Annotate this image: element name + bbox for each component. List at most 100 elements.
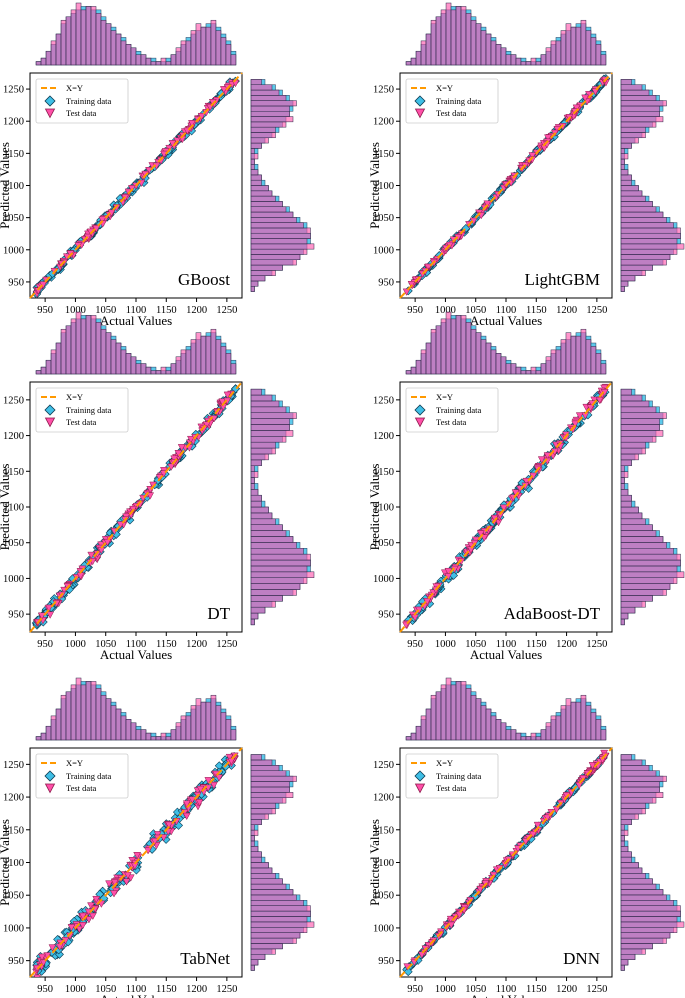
right-hist-test-bar xyxy=(250,829,259,836)
top-hist-test-bar xyxy=(430,694,437,741)
right-hist-test-bar xyxy=(620,959,629,966)
top-hist-test-bar xyxy=(470,328,477,375)
top-hist-test-bar xyxy=(165,370,172,375)
top-hist-test-bar xyxy=(560,339,567,375)
top-hist-test-bar xyxy=(540,363,547,375)
top-hist-test-bar xyxy=(210,694,217,741)
model-title: AdaBoost-DT xyxy=(504,604,601,623)
top-hist-test-bar xyxy=(130,47,137,66)
right-hist-test-bar xyxy=(620,754,632,761)
top-hist-test-bar xyxy=(460,6,467,66)
top-hist-test-bar xyxy=(425,342,432,375)
top-hist-test-bar xyxy=(80,9,87,66)
top-hist-test-bar xyxy=(470,694,477,741)
top-hist-test-bar xyxy=(95,13,102,66)
x-tick-label: 1000 xyxy=(435,639,456,650)
top-hist-test-bar xyxy=(445,311,452,375)
top-hist-test-bar xyxy=(145,732,152,741)
top-hist-test-bar xyxy=(100,694,107,741)
right-hist-test-bar xyxy=(250,813,269,820)
right-hist-test-bar xyxy=(250,211,294,218)
x-tick-label: 1150 xyxy=(526,305,547,316)
right-hist-test-bar xyxy=(620,506,639,514)
right-hist-test-bar xyxy=(250,835,255,842)
right-hist-test-bar xyxy=(250,851,262,858)
top-hist-test-bar xyxy=(85,6,92,66)
right-hist-test-bar xyxy=(620,759,643,766)
test-point xyxy=(33,974,42,977)
top-hist-test-bar xyxy=(220,37,227,66)
top-hist-test-bar xyxy=(490,349,497,375)
x-tick-label: 1250 xyxy=(216,984,237,995)
top-hist-test-bar xyxy=(185,349,192,375)
y-tick-label: 1200 xyxy=(3,793,24,804)
legend-label-xy: X=Y xyxy=(436,83,453,93)
top-hist-test-bar xyxy=(165,61,172,66)
right-hist-test-bar xyxy=(250,494,262,502)
test-point xyxy=(575,412,584,420)
right-hist-test-bar xyxy=(620,775,667,782)
right-hist-test-bar xyxy=(250,612,259,620)
right-hist-test-bar xyxy=(620,195,646,202)
right-hist-test-bar xyxy=(620,164,625,170)
right-hist-test-bar xyxy=(250,916,308,923)
right-hist-test-bar xyxy=(250,190,273,197)
right-hist-test-bar xyxy=(250,548,304,555)
right-hist-test-bar xyxy=(620,900,674,906)
right-hist-test-bar xyxy=(250,770,287,777)
top-hist-test-bar xyxy=(460,315,467,375)
top-hist-test-bar xyxy=(520,61,527,66)
right-hist-test-bar xyxy=(620,840,625,847)
top-hist-test-bar xyxy=(435,691,442,741)
top-hist-test-bar xyxy=(165,736,172,741)
top-hist-test-bar xyxy=(485,33,492,66)
y-tick-label: 1050 xyxy=(3,213,24,224)
right-hist-test-bar xyxy=(620,394,643,402)
top-hist-test-bar xyxy=(150,370,157,375)
right-hist-test-bar xyxy=(250,264,283,271)
right-hist-test-bar xyxy=(250,595,283,602)
y-tick-label: 1250 xyxy=(3,85,24,96)
training-point xyxy=(403,967,413,977)
top-hist-test-bar xyxy=(505,363,512,375)
right-hist-test-bar xyxy=(620,418,660,425)
top-hist-test-bar xyxy=(510,54,517,66)
right-hist-test-bar xyxy=(250,873,276,879)
right-hist-test-bar xyxy=(620,211,664,218)
top-hist-test-bar xyxy=(35,370,42,375)
top-hist-test-bar xyxy=(520,370,527,375)
test-point xyxy=(581,94,590,102)
right-hist-test-bar xyxy=(250,111,290,117)
legend-label-training: Training data xyxy=(436,771,481,781)
right-hist-test-bar xyxy=(620,786,660,793)
right-hist-test-bar xyxy=(620,89,650,96)
top-hist-test-bar xyxy=(420,40,427,66)
right-hist-test-bar xyxy=(250,132,276,139)
right-hist-test-bar xyxy=(620,867,643,874)
legend-training-swatch xyxy=(414,95,426,107)
top-hist-test-bar xyxy=(120,715,127,741)
diagonal-line xyxy=(399,747,613,978)
x-tick-label: 1100 xyxy=(496,639,517,650)
legend-label-training: Training data xyxy=(66,96,111,106)
top-hist-test-bar xyxy=(515,57,522,66)
right-hist-test-bar xyxy=(620,770,657,777)
x-tick-label: 1200 xyxy=(556,639,577,650)
right-hist-test-bar xyxy=(620,105,660,112)
right-hist-test-bar xyxy=(250,164,255,170)
legend-label-training: Training data xyxy=(66,405,111,415)
top-hist-test-bar xyxy=(450,684,457,741)
test-point xyxy=(67,924,76,932)
top-hist-test-bar xyxy=(195,332,202,375)
top-hist-test-bar xyxy=(115,708,122,741)
y-tick-label: 1250 xyxy=(3,760,24,771)
top-hist-test-bar xyxy=(415,359,422,375)
y-tick-label: 1200 xyxy=(3,117,24,128)
right-hist-test-bar xyxy=(620,79,632,85)
top-hist-test-bar xyxy=(560,705,567,741)
top-hist-test-bar xyxy=(475,698,482,741)
top-hist-test-bar xyxy=(60,328,67,375)
top-hist-test-bar xyxy=(525,370,532,375)
top-hist-test-bar xyxy=(200,335,207,375)
right-hist-test-bar xyxy=(250,142,262,149)
